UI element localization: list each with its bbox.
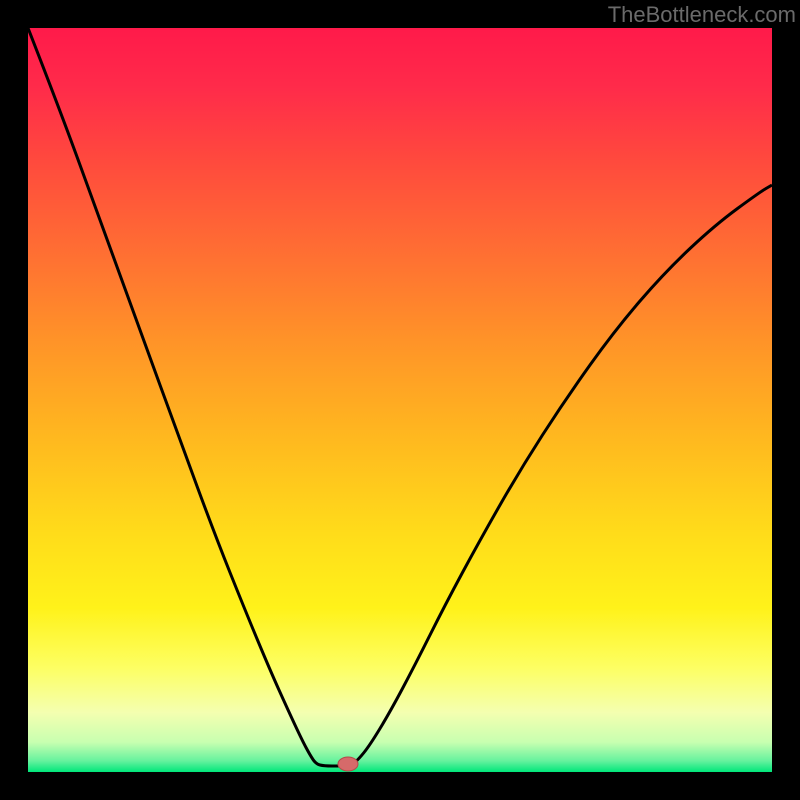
border-bottom <box>0 772 800 800</box>
optimal-point-marker <box>338 757 358 771</box>
chart-container: TheBottleneck.com <box>0 0 800 800</box>
border-right <box>772 0 800 800</box>
plot-background <box>28 28 772 772</box>
bottleneck-chart: TheBottleneck.com <box>0 0 800 800</box>
watermark-text: TheBottleneck.com <box>608 2 796 27</box>
border-left <box>0 0 28 800</box>
